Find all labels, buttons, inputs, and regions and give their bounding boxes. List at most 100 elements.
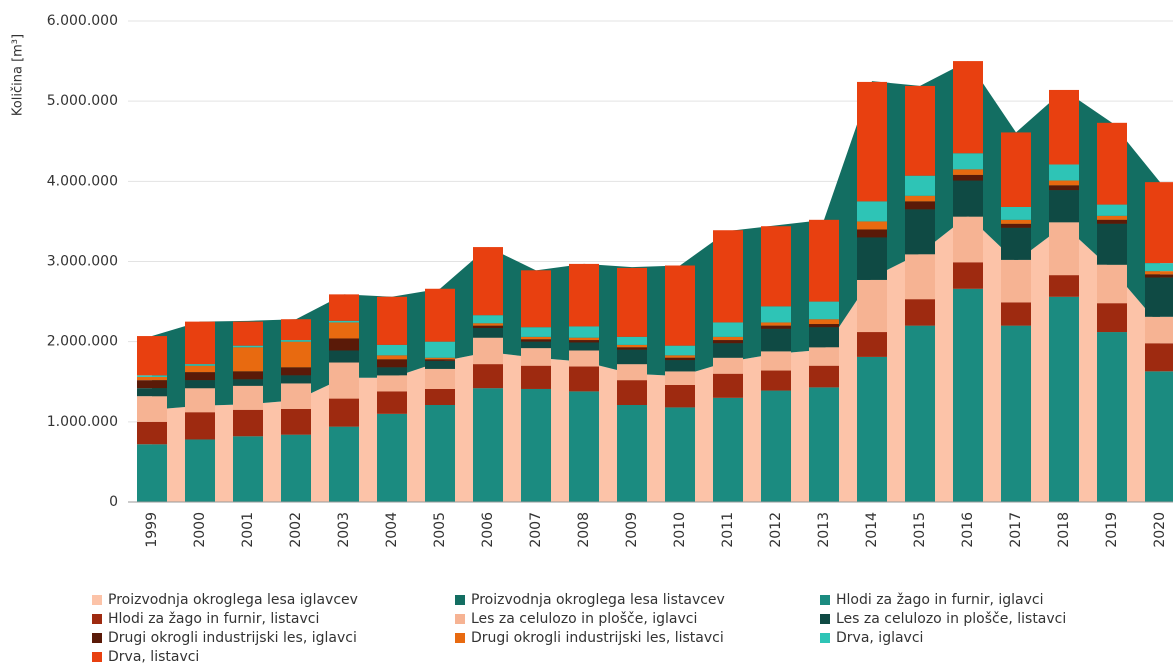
bar-segment [665, 384, 695, 408]
y-tick-label: 1.000.000 [47, 414, 118, 430]
bar-segment [761, 226, 791, 307]
bar-segment [617, 267, 647, 337]
legend-label: Drugi okrogli industrijski les, iglavci [108, 630, 357, 646]
bar-segment [377, 367, 407, 376]
bar-segment [233, 385, 263, 410]
bar-segment [953, 288, 983, 502]
bar-segment [761, 370, 791, 391]
x-tick-label: 2018 [1056, 512, 1072, 548]
bar-segment [569, 342, 599, 351]
bar-segment [1001, 302, 1031, 326]
bar-segment [185, 380, 215, 389]
bar-segment [281, 434, 311, 502]
bar-segment [473, 364, 503, 389]
bar-segment [1145, 274, 1173, 278]
bar-segment [857, 237, 887, 280]
bar-segment [1097, 223, 1127, 265]
bar-segment [377, 375, 407, 392]
legend-swatch [455, 595, 465, 605]
bar-segment [953, 262, 983, 289]
bar-segment [1097, 215, 1127, 220]
bar-segment [377, 391, 407, 414]
bar-segment [1049, 185, 1079, 191]
bar-segment [569, 263, 599, 327]
bar-segment [617, 404, 647, 502]
bar-segment [569, 366, 599, 392]
bar-segment [329, 322, 359, 339]
bar-segment [281, 319, 311, 341]
bar-segment [425, 360, 455, 369]
bar-segment [1097, 303, 1127, 333]
bar-segment [617, 349, 647, 365]
bar-segment [185, 439, 215, 502]
bar-segment [1049, 296, 1079, 502]
x-tick-label: 2004 [384, 512, 400, 548]
bar-segment [281, 341, 311, 368]
x-tick-label: 2017 [1008, 512, 1024, 548]
bar-segment [377, 344, 407, 356]
bar-segment [809, 219, 839, 302]
bar-segment [1001, 206, 1031, 220]
bar-segment [521, 339, 551, 342]
bar-segment [233, 371, 263, 380]
legend-swatch [92, 595, 102, 605]
bar-segment [1145, 316, 1173, 344]
legend-label: Drva, listavci [108, 649, 199, 665]
y-tick-label: 4.000.000 [47, 173, 118, 189]
bar-segment [1001, 219, 1031, 224]
legend-swatch [455, 633, 465, 643]
bar-segment [473, 323, 503, 326]
bar-segment [377, 359, 407, 368]
bar-segment [953, 169, 983, 175]
bar-segment [665, 360, 695, 372]
bar-segment [761, 351, 791, 371]
bar-segment [713, 373, 743, 398]
bar-segment [905, 209, 935, 255]
x-tick-label: 2010 [672, 512, 688, 548]
y-tick-label: 3.000.000 [47, 254, 118, 270]
bar-segment [377, 355, 407, 360]
bar-segment [713, 357, 743, 374]
legend-swatch [92, 652, 102, 662]
x-tick-label: 2007 [528, 512, 544, 548]
bar-segment [617, 336, 647, 345]
y-tick-label: 5.000.000 [47, 93, 118, 109]
bar-segment [329, 398, 359, 427]
x-tick-label: 2016 [960, 512, 976, 548]
bar-segment [329, 362, 359, 399]
bar-segment [1145, 371, 1173, 502]
x-tick-label: 2006 [480, 512, 496, 548]
bar-segment [1097, 122, 1127, 205]
legend-label: Proizvodnja okroglega lesa listavcev [471, 592, 725, 608]
bar-segment [905, 175, 935, 196]
bar-segment [233, 345, 263, 348]
bar-segment [377, 413, 407, 502]
bar-segment [953, 61, 983, 154]
bar-segment [713, 340, 743, 344]
bar-segment [905, 85, 935, 176]
x-tick-label: 2015 [912, 512, 928, 548]
bar-segment [905, 201, 935, 210]
bar-segment [185, 372, 215, 381]
bar-segment [185, 364, 215, 366]
x-tick-label: 2001 [240, 512, 256, 548]
bar-segment [281, 409, 311, 435]
x-tick-label: 2000 [192, 512, 208, 548]
bar-segment [617, 344, 647, 348]
x-tick-label: 2008 [576, 512, 592, 548]
bar-segment [377, 296, 407, 345]
bar-segment [425, 359, 455, 361]
bar-segment [809, 324, 839, 328]
x-tick-label: 2014 [864, 512, 880, 548]
bar-segment [713, 230, 743, 323]
bar-segment [1097, 332, 1127, 502]
bar-segment [137, 421, 167, 445]
bar-segment [425, 388, 455, 405]
bar-segment [857, 81, 887, 202]
bar-segment [137, 444, 167, 502]
bar-segment [1049, 180, 1079, 186]
x-tick-label: 2012 [768, 512, 784, 548]
y-tick-label: 0 [109, 494, 118, 510]
legend-label: Drugi okrogli industrijski les, listavci [471, 630, 724, 646]
